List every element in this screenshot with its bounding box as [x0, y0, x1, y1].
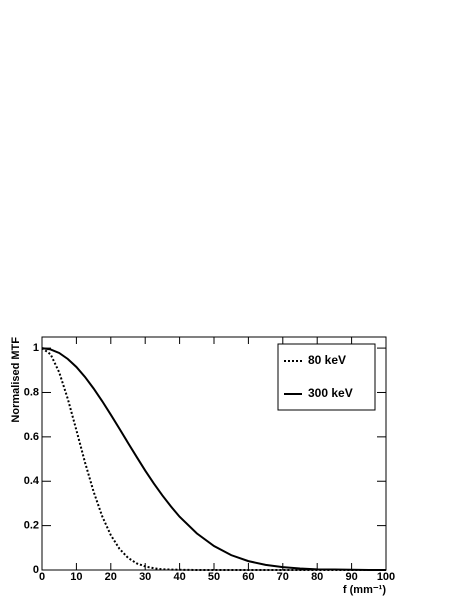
series-line: [41, 347, 386, 571]
x-tick-label: 40: [173, 571, 185, 583]
x-tick-label: 60: [242, 571, 254, 583]
y-tick-label: 0.6: [24, 431, 39, 443]
legend-box: [277, 343, 376, 411]
x-tick-label: 30: [139, 571, 151, 583]
y-tick-label: 0.2: [24, 520, 39, 532]
series-line: [41, 347, 386, 571]
x-tick-label: 50: [208, 571, 220, 583]
y-tick-label: 0: [33, 564, 39, 576]
x-tick-label: 10: [70, 571, 82, 583]
x-tick-label: 20: [105, 571, 117, 583]
x-tick-label: 70: [277, 571, 289, 583]
y-tick-label: 1: [33, 342, 39, 354]
y-axis-label: Normalised MTF: [10, 337, 22, 423]
x-tick-label: 90: [345, 571, 357, 583]
y-tick-label: 0.8: [24, 386, 39, 398]
x-tick-label: 80: [311, 571, 323, 583]
legend-label: 300 keV: [308, 386, 353, 400]
x-tick-label: 100: [377, 571, 395, 583]
x-axis-label: f (mm⁻¹): [343, 584, 386, 596]
y-tick-label: 0.4: [24, 475, 40, 487]
x-tick-label: 0: [39, 571, 45, 583]
legend-label: 80 keV: [308, 353, 346, 367]
